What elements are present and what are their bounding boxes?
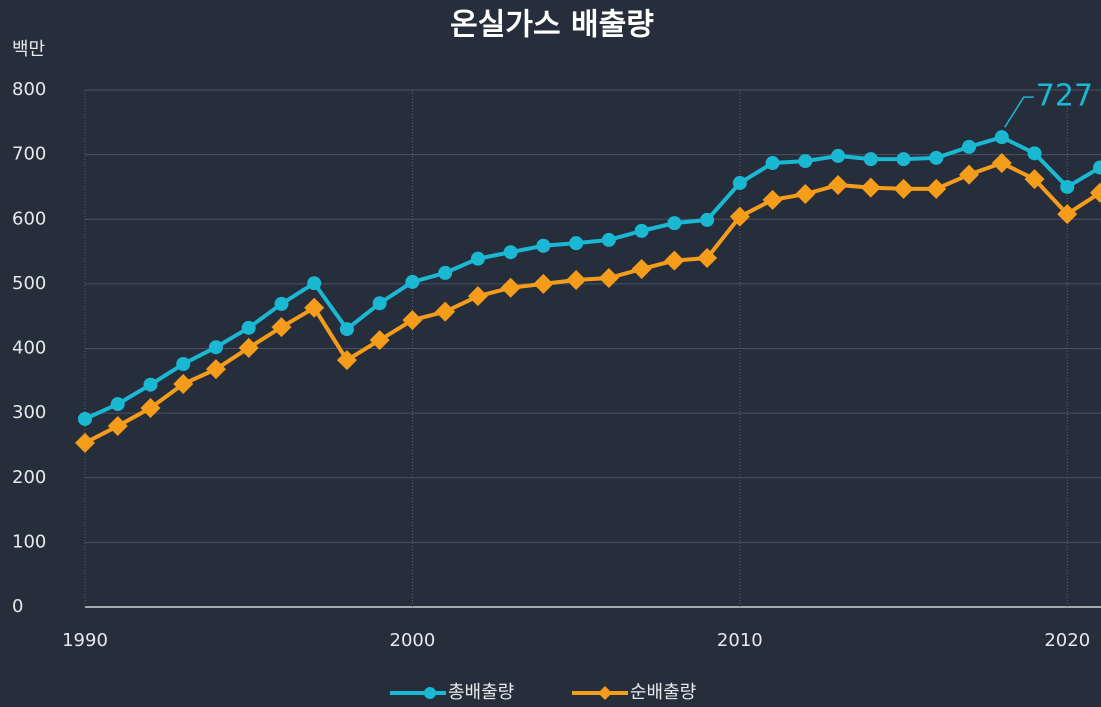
point xyxy=(467,286,488,307)
y-axis-unit: 백만 xyxy=(12,39,45,60)
x-tick-label: 1990 xyxy=(62,630,108,651)
y-tick-label: 100 xyxy=(12,531,46,552)
point xyxy=(435,301,456,322)
point xyxy=(994,130,1009,145)
legend-label: 순배출량 xyxy=(630,682,696,703)
point xyxy=(959,164,980,185)
point xyxy=(860,177,881,198)
point xyxy=(1060,179,1075,194)
point xyxy=(1093,160,1101,175)
point xyxy=(274,296,289,311)
point xyxy=(75,432,95,453)
point xyxy=(566,269,587,290)
point xyxy=(470,251,485,266)
annotation-leader xyxy=(1004,96,1034,128)
point xyxy=(700,212,715,227)
point xyxy=(569,236,584,251)
point xyxy=(503,245,518,260)
point xyxy=(271,317,292,338)
point xyxy=(304,297,325,318)
point xyxy=(893,178,914,199)
y-tick-label: 400 xyxy=(12,338,46,359)
point xyxy=(339,322,354,337)
point xyxy=(402,310,423,331)
point xyxy=(664,250,685,271)
point xyxy=(795,184,816,205)
legend-label: 총배출량 xyxy=(448,682,514,703)
point xyxy=(533,273,554,294)
series-line xyxy=(84,161,1101,445)
point xyxy=(631,259,652,280)
point xyxy=(369,330,390,351)
point xyxy=(1024,169,1045,190)
point xyxy=(208,340,223,355)
point xyxy=(438,265,453,280)
point xyxy=(991,153,1012,174)
point xyxy=(536,238,551,253)
annotation: 727 xyxy=(1036,79,1093,114)
y-tick-label: 0 xyxy=(12,596,23,617)
point xyxy=(110,397,125,412)
y-tick-label: 500 xyxy=(12,273,46,294)
y-tick-label: 300 xyxy=(12,402,46,423)
y-tick-label: 600 xyxy=(12,208,46,229)
point xyxy=(1057,204,1078,225)
x-tick-label: 2000 xyxy=(390,630,436,651)
point xyxy=(238,337,259,358)
point xyxy=(962,139,977,154)
legend-marker xyxy=(424,687,436,699)
point xyxy=(143,377,158,392)
chart-title: 온실가스 배출량 xyxy=(450,8,654,43)
point xyxy=(798,154,813,169)
point xyxy=(831,148,846,163)
point xyxy=(828,174,849,195)
point xyxy=(896,152,911,167)
point xyxy=(732,176,747,191)
legend-marker xyxy=(598,686,612,700)
point xyxy=(926,178,947,199)
point xyxy=(176,357,191,372)
point xyxy=(241,320,256,335)
point xyxy=(140,397,161,418)
point xyxy=(372,296,387,311)
point xyxy=(405,274,420,289)
point xyxy=(598,268,619,289)
y-tick-label: 800 xyxy=(12,79,46,100)
point xyxy=(500,277,521,298)
point xyxy=(634,223,649,238)
point xyxy=(729,206,750,227)
y-tick-label: 200 xyxy=(12,467,46,488)
point xyxy=(205,359,226,380)
x-tick-label: 2010 xyxy=(717,630,763,651)
point xyxy=(1027,146,1042,161)
point xyxy=(336,350,357,371)
point xyxy=(929,150,944,165)
point xyxy=(697,248,718,269)
y-tick-label: 700 xyxy=(12,144,46,165)
point xyxy=(762,189,783,210)
point xyxy=(667,216,682,231)
point xyxy=(307,276,322,291)
point xyxy=(107,416,128,437)
point xyxy=(863,152,878,167)
point xyxy=(78,411,92,426)
point xyxy=(173,374,194,395)
point xyxy=(601,232,616,247)
x-tick-label: 2020 xyxy=(1044,630,1090,651)
point xyxy=(765,156,780,171)
point xyxy=(1090,182,1101,203)
